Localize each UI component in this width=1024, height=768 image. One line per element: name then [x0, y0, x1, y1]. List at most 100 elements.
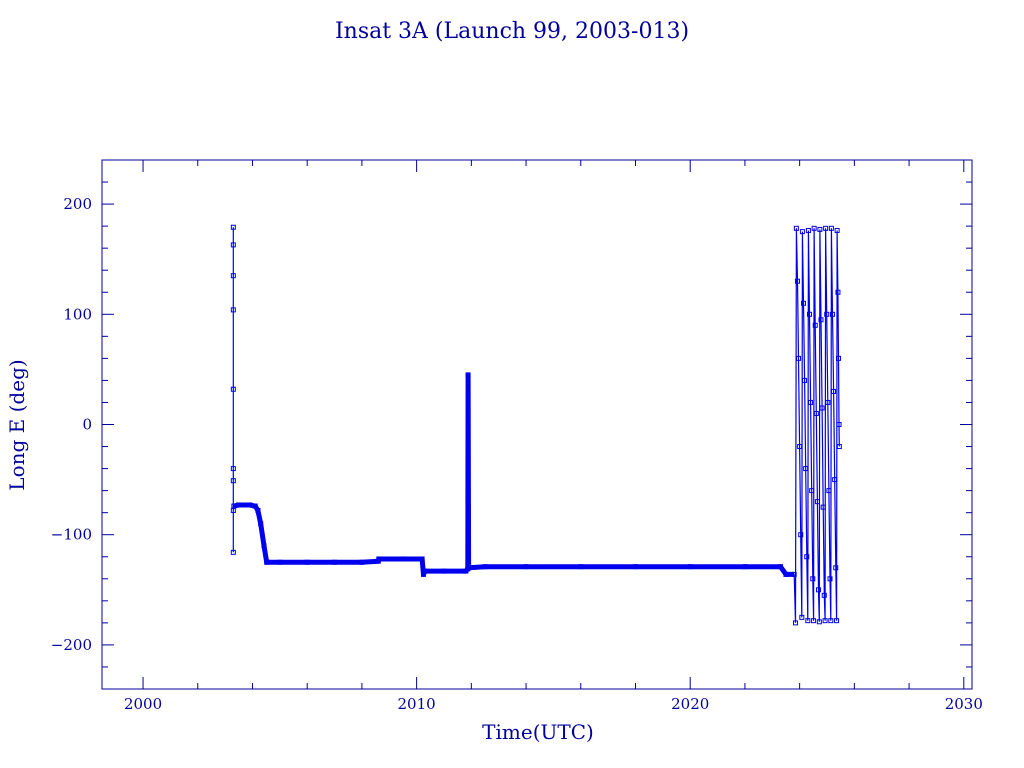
data-point	[802, 377, 808, 383]
data-point	[230, 273, 236, 279]
x-axis-label: Time(UTC)	[482, 720, 594, 744]
data-point	[819, 405, 825, 411]
data-point	[817, 226, 823, 232]
tick-labels: 2000 2010 2020 2030 −200 −100 0 100 200	[51, 195, 983, 713]
data-point	[231, 503, 237, 509]
data-point	[827, 576, 833, 582]
data-point	[803, 466, 809, 472]
y-tick-label: 100	[63, 305, 92, 323]
data-point	[796, 355, 802, 361]
data-point	[821, 592, 827, 598]
data-point	[252, 503, 258, 509]
data-point	[482, 564, 488, 570]
data-point	[805, 228, 811, 234]
data-point	[824, 311, 830, 317]
x-tick-label: 2010	[398, 695, 436, 713]
data-point	[836, 422, 842, 427]
data-point	[264, 559, 270, 565]
data-point	[812, 322, 818, 328]
x-tick-label: 2030	[945, 695, 983, 713]
data-point	[806, 311, 812, 317]
data-point	[808, 399, 814, 405]
data-point	[376, 556, 382, 562]
y-tick-label: −100	[51, 526, 92, 544]
data-series	[230, 224, 842, 626]
axis-ticks	[102, 160, 972, 689]
data-point	[805, 618, 811, 624]
data-point	[818, 317, 824, 323]
data-point	[230, 549, 236, 555]
data-point	[793, 225, 799, 231]
data-point	[359, 559, 365, 565]
data-point	[826, 488, 832, 494]
data-point	[799, 229, 805, 235]
data-point	[804, 554, 810, 560]
x-tick-label: 2000	[124, 695, 162, 713]
data-point	[797, 444, 803, 450]
data-point	[783, 571, 789, 577]
data-point	[810, 576, 816, 582]
data-point	[816, 587, 822, 593]
data-point	[820, 504, 826, 510]
data-point	[822, 618, 828, 624]
data-point	[261, 543, 267, 549]
data-point	[799, 614, 805, 620]
data-point	[742, 564, 748, 570]
data-point	[832, 477, 838, 483]
data-point	[332, 559, 338, 565]
data-point	[828, 225, 834, 231]
data-point	[798, 532, 804, 538]
data-point	[829, 311, 835, 317]
data-point	[816, 619, 822, 625]
data-point	[230, 224, 236, 230]
data-point	[811, 225, 817, 231]
data-point	[809, 488, 815, 494]
data-point	[277, 559, 283, 565]
data-point	[441, 568, 447, 574]
data-point	[814, 499, 820, 505]
data-point	[823, 225, 829, 231]
y-tick-label: −200	[51, 636, 92, 654]
data-point	[811, 618, 817, 624]
data-point	[230, 466, 236, 472]
data-point	[794, 278, 800, 284]
data-point	[230, 386, 236, 392]
data-point	[835, 355, 841, 361]
x-tick-label: 2020	[671, 695, 709, 713]
data-point	[793, 620, 799, 626]
data-point	[831, 388, 837, 394]
data-point	[813, 410, 819, 416]
data-point	[828, 618, 834, 624]
data-point	[825, 399, 831, 405]
data-point	[834, 228, 840, 234]
data-point	[632, 564, 638, 570]
data-point	[833, 565, 839, 571]
data-point	[255, 507, 261, 513]
data-point	[687, 564, 693, 570]
data-point	[834, 618, 840, 624]
data-point	[420, 571, 426, 577]
data-point	[777, 564, 783, 570]
data-point	[835, 289, 841, 295]
data-point	[466, 565, 472, 571]
data-point	[230, 307, 236, 313]
y-axis-label: Long E (deg)	[5, 359, 29, 490]
data-point	[578, 564, 584, 570]
data-point	[465, 372, 471, 378]
data-point	[523, 564, 529, 570]
data-point	[236, 502, 242, 508]
data-point	[400, 556, 406, 562]
y-tick-label: 200	[63, 195, 92, 213]
data-point	[419, 556, 425, 562]
data-point	[836, 444, 842, 450]
data-point	[791, 571, 797, 577]
series-band	[233, 372, 795, 577]
data-point	[422, 568, 428, 574]
chart-title: Insat 3A (Launch 99, 2003-013)	[335, 19, 689, 44]
data-point	[258, 521, 264, 527]
data-point	[230, 242, 236, 248]
y-tick-label: 0	[82, 416, 92, 434]
data-point	[800, 300, 806, 306]
data-point	[230, 478, 236, 484]
